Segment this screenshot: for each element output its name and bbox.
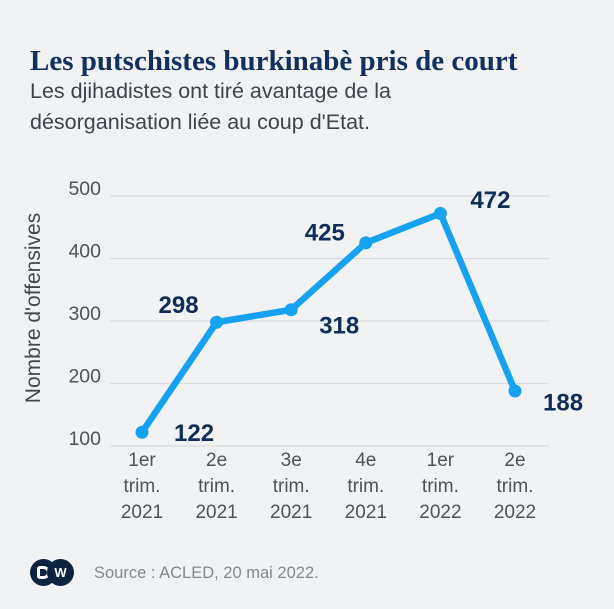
value-label: 298 (159, 292, 199, 319)
x-tick-label: 1er trim. 2022 (419, 450, 461, 523)
x-tick-label: 1er trim. 2021 (121, 450, 163, 523)
y-tick-label: 500 (68, 178, 101, 200)
dw-logo-w-icon: W (47, 559, 74, 586)
line-chart: 100 200 300 400 500 Nombre d'offensives 1er tri… (0, 168, 614, 550)
data-point (210, 315, 224, 329)
value-label: 188 (543, 390, 583, 417)
value-label: 122 (174, 420, 214, 447)
page-title: Les putschistes burkinabè pris de court (30, 45, 518, 78)
data-point (284, 303, 298, 317)
data-line (138, 210, 519, 436)
y-axis-title: Nombre d'offensives (22, 213, 45, 403)
line-chart-svg: 100 200 300 400 500 Nombre d'offensives 1er tri… (22, 178, 583, 523)
source-note: Source : ACLED, 20 mai 2022. (94, 563, 319, 582)
subtitle-line-1: Les djihadistes ont tiré avantage de la (30, 79, 391, 103)
y-tick-label: 400 (68, 241, 101, 263)
data-point (359, 236, 373, 250)
chart-subtitle: Les djihadistes ont tiré avantage de la … (30, 76, 510, 138)
y-tick-label: 200 (68, 366, 101, 388)
x-tick-label: 2e trim. 2021 (195, 450, 237, 523)
value-label: 472 (470, 187, 510, 214)
value-label: 318 (319, 312, 359, 339)
x-tick-label: 3e trim. 2021 (270, 450, 312, 523)
dw-logo: W (30, 559, 74, 587)
x-tick-label: 4e trim. 2021 (345, 450, 387, 523)
data-point (508, 384, 522, 398)
y-tick-label: 300 (68, 303, 101, 325)
y-tick-label: 100 (68, 428, 101, 450)
footer: W Source : ACLED, 20 mai 2022. (30, 558, 319, 588)
value-label: 425 (305, 219, 345, 246)
x-tick-label: 2e trim. 2022 (494, 450, 536, 523)
subtitle-line-2: désorganisation liée au coup d'Etat. (30, 110, 370, 134)
data-point (433, 207, 447, 220)
data-point (135, 425, 149, 439)
